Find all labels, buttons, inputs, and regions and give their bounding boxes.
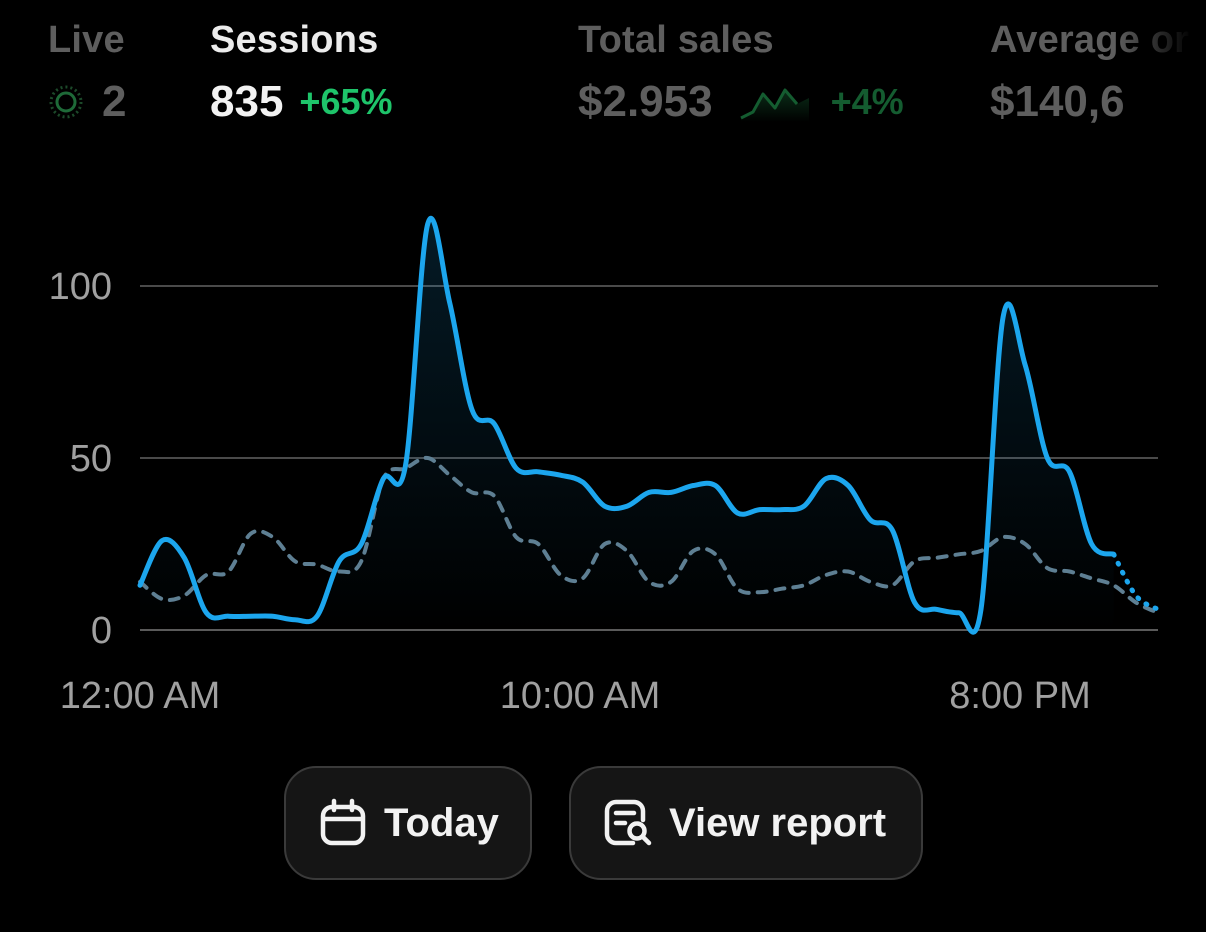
x-axis: 12:00 AM 10:00 AM 8:00 PM <box>60 675 1091 717</box>
sessions-chart[interactable]: 0 50 100 12:00 AM 10:00 AM 8:00 PM <box>0 200 1206 720</box>
y-tick-label: 100 <box>49 266 112 308</box>
metric-live-value: 2 <box>102 77 127 126</box>
sessions-area <box>140 218 1114 633</box>
view-report-button[interactable]: View report <box>569 766 923 880</box>
metric-total-sales-label: Total sales <box>578 19 774 61</box>
x-tick-label: 8:00 PM <box>949 675 1091 717</box>
comparison-series-line <box>138 455 1160 615</box>
metric-live-label: Live <box>48 19 125 61</box>
calendar-icon <box>320 798 366 846</box>
metric-total-sales-value: $2.953 <box>578 77 713 126</box>
metric-sessions-value: 835 <box>210 77 284 126</box>
today-button-label: Today <box>384 800 499 845</box>
today-button[interactable]: Today <box>284 766 532 880</box>
sessions-projected-line <box>1111 551 1161 612</box>
metric-sessions[interactable]: Sessions 835 +65% <box>210 18 393 130</box>
metric-total-sales[interactable]: Total sales $2.953 +4% <box>578 18 904 130</box>
x-tick-label: 10:00 AM <box>500 675 661 717</box>
view-report-button-label: View report <box>669 800 887 845</box>
x-tick-label: 12:00 AM <box>60 675 221 717</box>
y-axis: 0 50 100 <box>49 266 112 652</box>
metric-live[interactable]: Live 2 <box>48 18 126 130</box>
report-search-icon <box>604 799 652 846</box>
y-tick-label: 0 <box>91 610 112 652</box>
metric-sessions-label: Sessions <box>210 19 379 61</box>
metric-total-sales-delta: +4% <box>830 81 904 122</box>
y-tick-label: 50 <box>70 438 112 480</box>
sessions-series-line <box>137 215 1117 635</box>
metric-average-order-value: $140,6 <box>990 77 1125 126</box>
live-pulse-icon <box>49 85 83 119</box>
metric-sessions-delta: +65% <box>299 81 393 122</box>
overflow-fade <box>1116 0 1206 140</box>
metrics-strip: Live 2 Sessions 835 +65% Total sales $2.… <box>0 0 1206 140</box>
sparkline-icon <box>739 88 809 122</box>
